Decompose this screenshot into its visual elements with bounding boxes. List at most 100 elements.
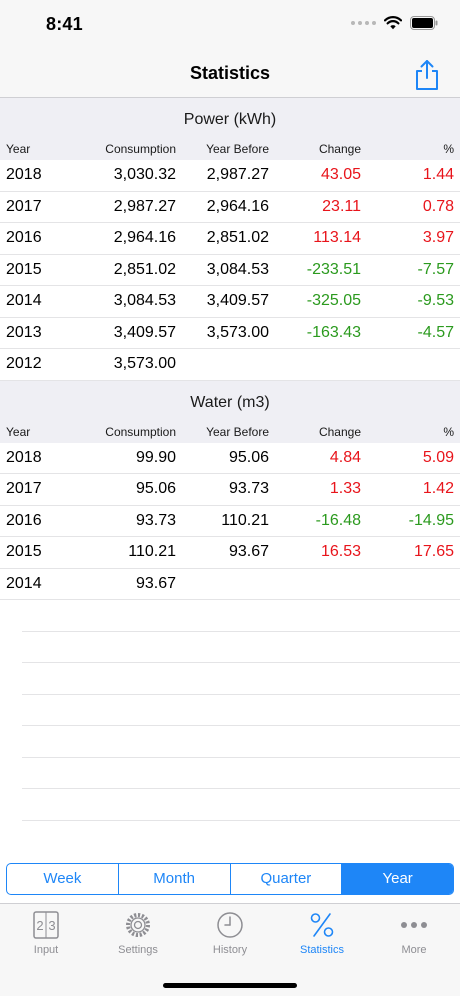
table-row: 2018 99.90 95.06 4.84 5.09 xyxy=(0,443,460,474)
consumption-cell: 99.90 xyxy=(135,448,176,466)
table-row: 2017 95.06 93.73 1.33 1.42 xyxy=(0,474,460,506)
percent-cell: 17.65 xyxy=(413,543,454,561)
water-column-header: Year Consumption Year Before Change % xyxy=(0,424,460,443)
tab-history[interactable]: History xyxy=(184,904,276,996)
change-cell: 4.84 xyxy=(329,448,361,466)
year-cell: 2014 xyxy=(6,574,42,592)
table-row: 2016 2,964.16 2,851.02 113.14 3.97 xyxy=(0,223,460,255)
consumption-cell: 110.21 xyxy=(128,543,176,561)
year-before-cell: 2,964.16 xyxy=(206,197,269,215)
percent-cell: 1.42 xyxy=(422,480,454,498)
year-before-cell: 110.21 xyxy=(221,511,269,529)
tab-bar: 2 3 Input Settings History xyxy=(0,903,460,996)
year-cell: 2016 xyxy=(6,511,42,529)
year-before-cell: 93.73 xyxy=(228,480,269,498)
page-title: Statistics xyxy=(189,63,271,83)
period-year-segment[interactable]: Year xyxy=(342,864,453,894)
period-week-segment[interactable]: Week xyxy=(7,864,119,894)
percent-cell: -7.57 xyxy=(417,260,454,278)
tab-more[interactable]: More xyxy=(368,904,460,996)
year-before-cell: 3,409.57 xyxy=(206,292,269,310)
change-cell: 23.11 xyxy=(322,197,361,215)
more-dots-icon xyxy=(399,910,429,940)
consumption-cell: 3,409.57 xyxy=(113,323,176,341)
power-column-header: Year Consumption Year Before Change % xyxy=(0,142,460,160)
consumption-cell: 3,030.32 xyxy=(113,166,176,184)
year-before-cell: 3,084.53 xyxy=(206,260,269,278)
empty-row xyxy=(22,695,460,726)
empty-row xyxy=(22,663,460,695)
tab-settings[interactable]: Settings xyxy=(92,904,184,996)
battery-icon xyxy=(410,16,438,30)
statistics-content: Power (kWh) Year Consumption Year Before… xyxy=(0,98,460,821)
consumption-cell: 93.73 xyxy=(135,511,176,529)
table-row: 2017 2,987.27 2,964.16 23.11 0.78 xyxy=(0,192,460,223)
consumption-cell: 2,851.02 xyxy=(113,260,176,278)
table-row: 2015 110.21 93.67 16.53 17.65 xyxy=(0,537,460,569)
consumption-cell: 93.67 xyxy=(135,574,176,592)
status-icons xyxy=(351,16,438,30)
column-year: Year xyxy=(6,142,31,156)
consumption-cell: 3,573.00 xyxy=(113,355,176,373)
percent-cell: 0.78 xyxy=(422,197,454,215)
change-cell: -163.43 xyxy=(306,323,361,341)
share-button[interactable] xyxy=(412,58,442,92)
year-cell: 2013 xyxy=(6,323,42,341)
navigation-bar: Statistics xyxy=(0,50,460,98)
table-row: 2014 3,084.53 3,409.57 -325.05 -9.53 xyxy=(0,286,460,318)
wifi-icon xyxy=(384,16,402,30)
tab-input[interactable]: 2 3 Input xyxy=(0,904,92,996)
calculator-icon: 2 3 xyxy=(31,910,61,940)
tab-label: Settings xyxy=(118,944,158,956)
percent-cell: -4.57 xyxy=(417,323,454,341)
tab-label: More xyxy=(401,944,427,956)
tab-statistics[interactable]: Statistics xyxy=(276,904,368,996)
table-row: 2014 93.67 xyxy=(0,569,460,600)
home-indicator[interactable] xyxy=(163,983,297,988)
power-section-title: Power (kWh) xyxy=(0,98,460,142)
change-cell: 1.33 xyxy=(329,480,361,498)
percent-cell: 5.09 xyxy=(422,448,454,466)
table-row: 2016 93.73 110.21 -16.48 -14.95 xyxy=(0,506,460,537)
table-row: 2012 3,573.00 xyxy=(0,349,460,381)
column-consumption: Consumption xyxy=(105,424,176,439)
empty-row xyxy=(22,600,460,632)
consumption-cell: 2,964.16 xyxy=(113,229,176,247)
year-cell: 2018 xyxy=(6,448,42,466)
change-cell: -16.48 xyxy=(315,511,361,529)
empty-row xyxy=(22,726,460,758)
status-time: 8:41 xyxy=(46,14,83,34)
signal-icon xyxy=(351,21,376,25)
gear-icon xyxy=(123,910,153,940)
column-change: Change xyxy=(318,424,361,439)
percent-cell: -9.53 xyxy=(417,292,454,310)
change-cell: 43.05 xyxy=(320,166,361,184)
table-row: 2013 3,409.57 3,573.00 -163.43 -4.57 xyxy=(0,318,460,349)
change-cell: 113.14 xyxy=(313,229,361,247)
column-year-before: Year Before xyxy=(206,424,269,439)
year-before-cell: 95.06 xyxy=(228,448,269,466)
table-row: 2015 2,851.02 3,084.53 -233.51 -7.57 xyxy=(0,255,460,286)
year-cell: 2014 xyxy=(6,292,42,310)
column-consumption: Consumption xyxy=(105,142,176,156)
consumption-cell: 2,987.27 xyxy=(113,197,176,215)
period-selector: Week Month Quarter Year xyxy=(6,863,454,895)
consumption-cell: 3,084.53 xyxy=(113,292,176,310)
column-percent: % xyxy=(443,142,454,156)
water-section-title: Water (m3) xyxy=(0,380,460,425)
percent-cell: 3.97 xyxy=(422,229,454,247)
change-cell: 16.53 xyxy=(320,543,361,561)
period-month-segment[interactable]: Month xyxy=(119,864,231,894)
year-cell: 2015 xyxy=(6,543,42,561)
year-before-cell: 2,851.02 xyxy=(206,229,269,247)
clock-icon xyxy=(215,910,245,940)
year-cell: 2015 xyxy=(6,260,42,278)
empty-row xyxy=(22,632,460,663)
column-year: Year xyxy=(6,424,31,439)
column-year-before: Year Before xyxy=(206,142,269,156)
period-quarter-segment[interactable]: Quarter xyxy=(231,864,343,894)
status-bar: 8:41 xyxy=(0,0,460,50)
column-percent: % xyxy=(443,424,454,439)
percent-icon xyxy=(307,910,337,940)
year-cell: 2012 xyxy=(6,355,42,373)
